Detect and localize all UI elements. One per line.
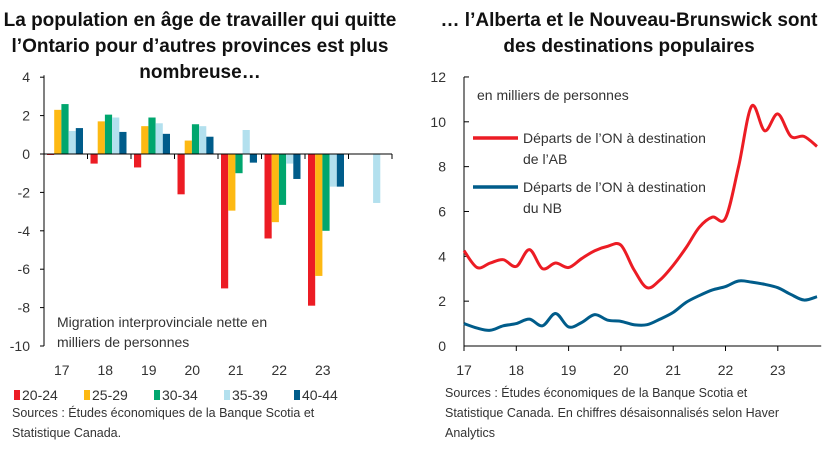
legend-label: 35-39 — [232, 387, 268, 403]
bar-40-44 — [75, 128, 83, 154]
right-source-line: Sources : Études économiques de la Banqu… — [445, 386, 748, 400]
x-tick-label: 20 — [613, 362, 629, 378]
legend-label: 20-24 — [22, 387, 58, 403]
axis-annotation: Migration interprovinciale nette en — [57, 314, 267, 330]
bar-20-24 — [134, 154, 142, 168]
legend-label: 25-29 — [92, 387, 128, 403]
y-tick-label: -4 — [18, 223, 31, 239]
y-tick-label: -6 — [18, 261, 31, 277]
left-source-line: Statistique Canada. — [12, 426, 122, 440]
series-line-ab — [462, 103, 818, 290]
bar-35-39 — [199, 126, 207, 154]
legend-swatch-35-39 — [224, 390, 230, 400]
x-tick-label: 19 — [561, 362, 577, 378]
y-tick-label: 2 — [22, 108, 30, 124]
bar-40-44 — [293, 154, 301, 179]
x-tick-label: 20 — [184, 362, 200, 378]
bar-30-34 — [235, 154, 243, 174]
bar-20-24 — [221, 154, 229, 289]
bar-20-24 — [177, 154, 185, 195]
bar-20-24 — [90, 154, 98, 164]
x-tick-label: 19 — [141, 362, 157, 378]
axis-annotation: milliers de personnes — [57, 334, 189, 350]
bar-35-39 — [242, 130, 250, 154]
axis-annotation: en milliers de personnes — [477, 87, 629, 103]
bar-20-24 — [308, 154, 316, 306]
legend-label: Départs de l’ON à destination — [523, 179, 706, 195]
bar-30-34 — [61, 104, 69, 154]
legend-label: 40-44 — [302, 387, 338, 403]
y-tick-label: 10 — [430, 114, 446, 130]
legend-swatch-25-29 — [84, 390, 90, 400]
bar-25-29 — [97, 121, 105, 154]
legend-label: Départs de l’ON à destination — [523, 130, 706, 146]
x-tick-label: 22 — [271, 362, 287, 378]
y-tick-label: 12 — [430, 69, 446, 85]
right-source: Sources : Études économiques de la Banqu… — [445, 383, 825, 443]
right-source-line: Statistique Canada. En chiffres désaison… — [445, 406, 779, 420]
bar-40-44 — [119, 131, 127, 154]
bar-30-34 — [104, 114, 113, 154]
left-chart-title: La population en âge de travailler qui q… — [3, 10, 397, 83]
right-chart-title: … l’Alberta et le Nouveau-Brunswick sont… — [440, 10, 818, 57]
y-tick-label: -2 — [18, 184, 31, 200]
bar-25-29 — [184, 140, 192, 154]
bar-25-29 — [54, 109, 62, 154]
legend-label: 30-34 — [162, 387, 198, 403]
y-tick-label: 4 — [438, 248, 446, 264]
bar-35-39 — [286, 154, 294, 164]
legend-swatch-40-44 — [294, 390, 300, 400]
right-source-line: Analytics — [445, 426, 496, 440]
series-line-nb — [463, 279, 818, 332]
x-tick-label: 21 — [665, 362, 681, 378]
y-tick-label: -10 — [10, 338, 30, 354]
legend-label: du NB — [523, 200, 562, 216]
bar-30-34 — [191, 124, 200, 154]
bar-35-39 — [112, 117, 120, 154]
bar-25-29 — [228, 154, 236, 211]
y-tick-label: 6 — [438, 203, 446, 219]
bar-30-34 — [278, 154, 287, 205]
x-tick-label: 23 — [315, 362, 331, 378]
bar-25-29 — [271, 154, 279, 223]
y-tick-label: 2 — [438, 293, 446, 309]
bar-35-39 — [68, 130, 76, 154]
y-tick-label: 0 — [438, 338, 446, 354]
left-source: Sources : Études économiques de la Banqu… — [12, 403, 392, 443]
bar-25-29 — [315, 154, 323, 276]
bar-40-44 — [162, 133, 170, 154]
x-tick-label: 17 — [54, 362, 70, 378]
bar-30-34 — [322, 154, 330, 231]
x-tick-label: 23 — [770, 362, 786, 378]
x-tick-label: 22 — [718, 362, 734, 378]
bar-35-39 — [373, 154, 381, 203]
y-tick-label: 4 — [22, 69, 30, 85]
x-tick-label: 18 — [97, 362, 113, 378]
x-tick-label: 18 — [509, 362, 525, 378]
left-source-line: Sources : Études économiques de la Banqu… — [12, 406, 315, 420]
legend-label: de l’AB — [523, 151, 567, 167]
bar-20-24 — [264, 154, 272, 239]
y-tick-label: 0 — [22, 146, 30, 162]
bar-40-44 — [336, 154, 344, 187]
x-tick-label: 17 — [456, 362, 472, 378]
y-tick-label: 8 — [438, 159, 446, 175]
bar-40-44 — [249, 154, 257, 163]
bar-25-29 — [141, 126, 149, 154]
y-tick-label: -8 — [18, 300, 31, 316]
bar-35-39 — [329, 154, 337, 187]
bar-30-34 — [148, 117, 156, 154]
legend-swatch-30-34 — [154, 390, 160, 400]
x-tick-label: 21 — [228, 362, 244, 378]
legend-swatch-20-24 — [14, 390, 20, 400]
bar-35-39 — [155, 123, 163, 154]
bar-40-44 — [206, 136, 214, 154]
